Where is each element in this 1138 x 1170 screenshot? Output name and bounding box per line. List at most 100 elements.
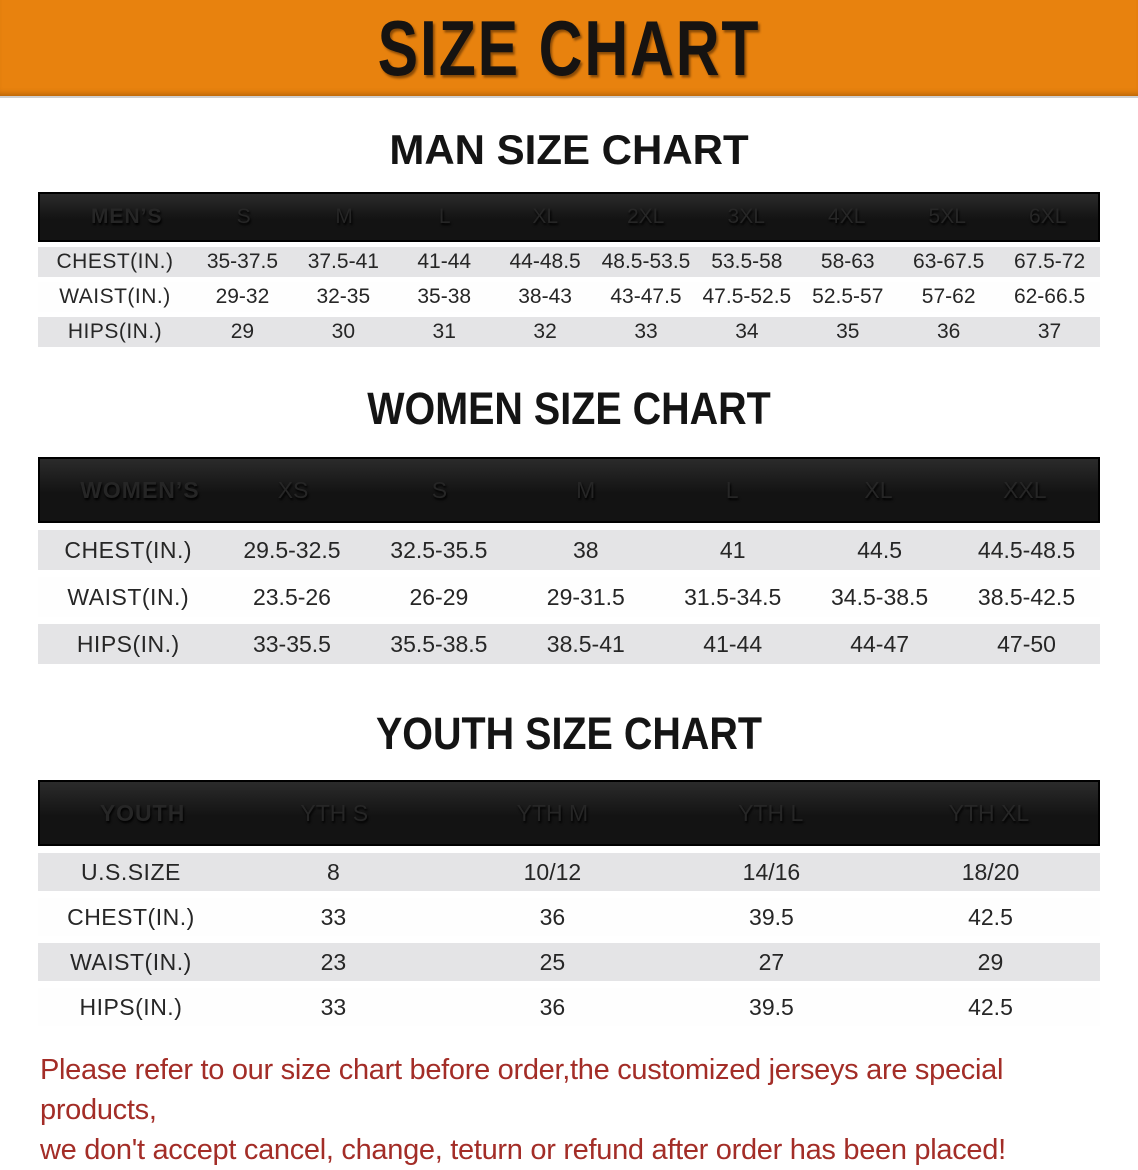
column-header: XL [532,205,559,228]
cell-value: 27 [758,948,785,975]
cell-value: 44-48.5 [509,250,581,273]
cell-value: 31 [432,320,456,343]
cell-value: 25 [539,948,566,975]
cell-value: 36 [936,320,961,343]
table-header-row: MEN’S S M L XL 2XL 3XL 4XL 5XL 6XL [38,192,1100,242]
cell-value: 43-47.5 [610,285,682,308]
cell-value: 31.5-34.5 [684,583,782,610]
table-row: HIPS(IN.) 33-35.5 35.5-38.5 38.5-41 41-44 44-… [38,624,1100,664]
row-label: WAIST(IN.) [59,285,171,308]
cell-value: 41 [719,536,746,563]
cell-value: 8 [326,858,340,885]
cell-value: 38.5-41 [546,630,625,657]
table-row: WAIST(IN.) 23 25 27 29 [38,943,1100,981]
cell-value: 14/16 [742,858,801,885]
table-header-row: YOUTH YTH S YTH M YTH L YTH XL [38,780,1100,846]
cell-value: 63-67.5 [913,250,985,273]
page-title: SIZE CHART [377,4,761,92]
cell-value: 23.5-26 [252,583,331,610]
cell-value: 36 [539,993,566,1020]
cell-value: 47.5-52.5 [702,285,792,308]
cell-value: 42.5 [968,993,1013,1020]
cell-value: 58-63 [820,250,875,273]
cell-value: 53.5-58 [711,250,783,273]
cell-value: 44-47 [850,630,910,657]
table-row: WAIST(IN.) 23.5-26 26-29 29-31.5 31.5-34.5 34… [38,577,1100,617]
cell-value: 44.5 [857,536,902,563]
cell-value: 52.5-57 [812,285,884,308]
cell-value: 37.5-41 [307,250,379,273]
row-label: U.S.SIZE [80,858,181,885]
cell-value: 32.5-35.5 [390,536,488,563]
table-row: U.S.SIZE 8 10/12 14/16 18/20 [38,853,1100,891]
table-row: HIPS(IN.) 33 36 39.5 42.5 [38,988,1100,1026]
cell-value: 30 [331,320,355,343]
column-header: 6XL [1029,205,1067,228]
cell-value: 44.5-48.5 [977,536,1076,563]
row-label: CHEST(IN.) [67,903,195,930]
cell-value: 38.5-42.5 [977,583,1076,610]
cell-value: 32-35 [316,285,371,308]
men-size-table: MEN’S S M L XL 2XL 3XL 4XL 5XL 6XL CHEST(IN.) 35-37… [38,192,1100,347]
cell-value: 35-38 [417,285,472,308]
cell-value: 47-50 [997,630,1056,657]
cell-value: 33-35.5 [252,630,331,657]
cell-value: 36 [539,903,566,930]
column-header: 2XL [627,205,665,228]
cell-value: 41-44 [703,630,763,657]
row-label: WAIST(IN.) [67,583,190,610]
women-section-title: WOMEN SIZE CHART [367,383,771,434]
cell-value: 29.5-32.5 [243,536,341,563]
column-header: XXL [1003,476,1047,503]
row-label: WAIST(IN.) [70,948,192,975]
men-section-title: MAN SIZE CHART [389,126,749,173]
disclaimer-line-1: Please refer to our size chart before or… [40,1054,1004,1126]
cell-value: 67.5-72 [1013,250,1086,273]
cell-value: 48.5-53.5 [601,250,691,273]
column-header: 3XL [727,205,765,228]
disclaimer-line-2: we don't accept cancel, change, teturn o… [40,1134,1006,1166]
column-header: S [431,476,448,503]
youth-size-table: YOUTH YTH S YTH M YTH L YTH XL U.S.SIZE 8 10/12… [38,780,1100,1026]
column-header: 4XL [828,205,866,228]
table-row: HIPS(IN.) 29 30 31 32 33 34 35 36 37 [38,317,1100,347]
row-label: HIPS(IN.) [76,630,180,657]
table-header-label: WOMEN’S [80,476,200,503]
cell-value: 62-66.5 [1013,285,1086,308]
row-label: HIPS(IN.) [79,993,183,1020]
cell-value: 29 [230,320,255,343]
row-label: CHEST(IN.) [64,536,193,563]
cell-value: 35.5-38.5 [390,630,488,657]
table-header-label: YOUTH [99,799,186,826]
table-row: CHEST(IN.) 29.5-32.5 32.5-35.5 38 41 44.5 44.5… [38,530,1100,570]
size-chart-banner: SIZE CHART [0,0,1138,96]
cell-value: 29-31.5 [546,583,625,610]
cell-value: 33 [320,903,347,930]
youth-section-title: YOUTH SIZE CHART [375,708,763,759]
disclaimer-text: Please refer to our size chart before or… [40,1050,1108,1170]
column-header: YTH M [516,799,589,826]
cell-value: 32 [533,320,557,343]
column-header: M [576,476,596,503]
column-header: L [438,205,451,228]
cell-value: 10/12 [523,858,582,885]
column-header: YTH XL [948,799,1030,826]
cell-value: 39.5 [749,993,794,1020]
column-header: YTH L [738,799,804,826]
cell-value: 34.5-38.5 [831,583,929,610]
table-header-row: WOMEN’S XS S M L XL XXL [38,457,1100,523]
table-row: CHEST(IN.) 35-37.5 37.5-41 41-44 44-48.5 48.5… [38,247,1100,277]
cell-value: 39.5 [749,903,794,930]
women-size-table: WOMEN’S XS S M L XL XXL CHEST(IN.) 29.5-32.5 32.5… [38,457,1100,664]
cell-value: 35 [836,320,860,343]
table-row: CHEST(IN.) 33 36 39.5 42.5 [38,898,1100,936]
cell-value: 38 [573,536,599,563]
table-header-label: MEN’S [90,205,163,228]
cell-value: 37 [1037,320,1062,343]
column-header: S [236,205,251,228]
cell-value: 18/20 [961,858,1020,885]
column-header: XS [277,476,309,503]
cell-value: 57-62 [921,285,976,308]
cell-value: 38-43 [518,285,572,308]
column-header: YTH S [300,799,369,826]
